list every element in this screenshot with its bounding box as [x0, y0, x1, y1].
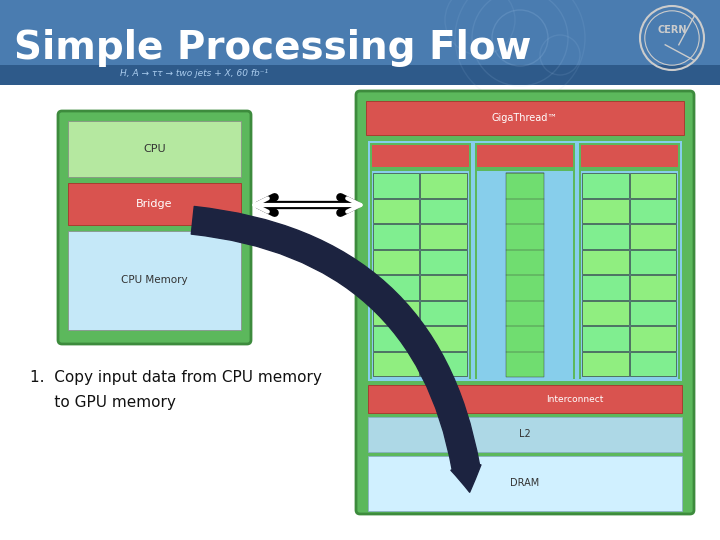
FancyBboxPatch shape — [630, 199, 676, 223]
FancyBboxPatch shape — [581, 171, 678, 379]
FancyBboxPatch shape — [372, 145, 469, 167]
Text: CPU Memory: CPU Memory — [121, 275, 188, 285]
FancyBboxPatch shape — [58, 111, 251, 344]
FancyBboxPatch shape — [420, 173, 467, 198]
FancyBboxPatch shape — [373, 275, 419, 300]
FancyBboxPatch shape — [68, 121, 241, 177]
FancyBboxPatch shape — [373, 199, 419, 223]
FancyBboxPatch shape — [420, 352, 467, 376]
FancyBboxPatch shape — [582, 300, 629, 325]
Text: Bridge: Bridge — [136, 199, 173, 209]
FancyBboxPatch shape — [474, 143, 575, 379]
FancyBboxPatch shape — [0, 0, 720, 85]
Text: H, A → ττ → two jets + X, 60 fb⁻¹: H, A → ττ → two jets + X, 60 fb⁻¹ — [120, 70, 268, 78]
FancyBboxPatch shape — [373, 173, 419, 198]
FancyBboxPatch shape — [420, 199, 467, 223]
FancyBboxPatch shape — [506, 173, 544, 377]
FancyBboxPatch shape — [368, 385, 682, 413]
FancyBboxPatch shape — [630, 173, 676, 198]
FancyBboxPatch shape — [477, 171, 573, 379]
FancyBboxPatch shape — [582, 199, 629, 223]
FancyBboxPatch shape — [373, 224, 419, 248]
Text: to GPU memory: to GPU memory — [30, 395, 176, 410]
FancyBboxPatch shape — [68, 231, 241, 330]
FancyBboxPatch shape — [0, 65, 720, 85]
Text: L2: L2 — [519, 429, 531, 439]
FancyBboxPatch shape — [582, 275, 629, 300]
Text: 1.  Copy input data from CPU memory: 1. Copy input data from CPU memory — [30, 370, 322, 385]
FancyBboxPatch shape — [630, 275, 676, 300]
FancyBboxPatch shape — [372, 171, 469, 379]
Text: CERN: CERN — [657, 25, 687, 35]
FancyBboxPatch shape — [582, 173, 629, 198]
FancyBboxPatch shape — [368, 456, 682, 511]
FancyBboxPatch shape — [582, 249, 629, 274]
FancyBboxPatch shape — [420, 224, 467, 248]
FancyBboxPatch shape — [630, 326, 676, 350]
FancyArrowPatch shape — [259, 197, 356, 213]
FancyBboxPatch shape — [581, 145, 678, 167]
FancyBboxPatch shape — [373, 352, 419, 376]
FancyBboxPatch shape — [582, 352, 629, 376]
Text: DRAM: DRAM — [510, 478, 539, 488]
FancyBboxPatch shape — [373, 300, 419, 325]
FancyBboxPatch shape — [630, 300, 676, 325]
FancyBboxPatch shape — [582, 224, 629, 248]
FancyBboxPatch shape — [368, 417, 682, 452]
FancyArrowPatch shape — [254, 198, 361, 212]
FancyBboxPatch shape — [582, 326, 629, 350]
FancyBboxPatch shape — [630, 249, 676, 274]
FancyBboxPatch shape — [356, 91, 694, 514]
FancyBboxPatch shape — [370, 143, 471, 379]
FancyBboxPatch shape — [366, 101, 684, 135]
FancyArrowPatch shape — [192, 206, 481, 492]
FancyBboxPatch shape — [373, 326, 419, 350]
FancyBboxPatch shape — [420, 300, 467, 325]
Text: GigaThread™: GigaThread™ — [492, 113, 558, 123]
Text: CPU: CPU — [143, 144, 166, 154]
FancyBboxPatch shape — [373, 249, 419, 274]
FancyBboxPatch shape — [420, 326, 467, 350]
Text: Interconnect: Interconnect — [546, 395, 603, 403]
FancyBboxPatch shape — [580, 143, 680, 379]
Text: ...: ... — [518, 264, 532, 279]
FancyBboxPatch shape — [420, 249, 467, 274]
Text: Simple Processing Flow: Simple Processing Flow — [14, 29, 531, 67]
FancyBboxPatch shape — [368, 141, 682, 381]
FancyBboxPatch shape — [630, 352, 676, 376]
FancyBboxPatch shape — [630, 224, 676, 248]
FancyBboxPatch shape — [68, 183, 241, 225]
FancyBboxPatch shape — [477, 145, 573, 167]
FancyBboxPatch shape — [420, 275, 467, 300]
